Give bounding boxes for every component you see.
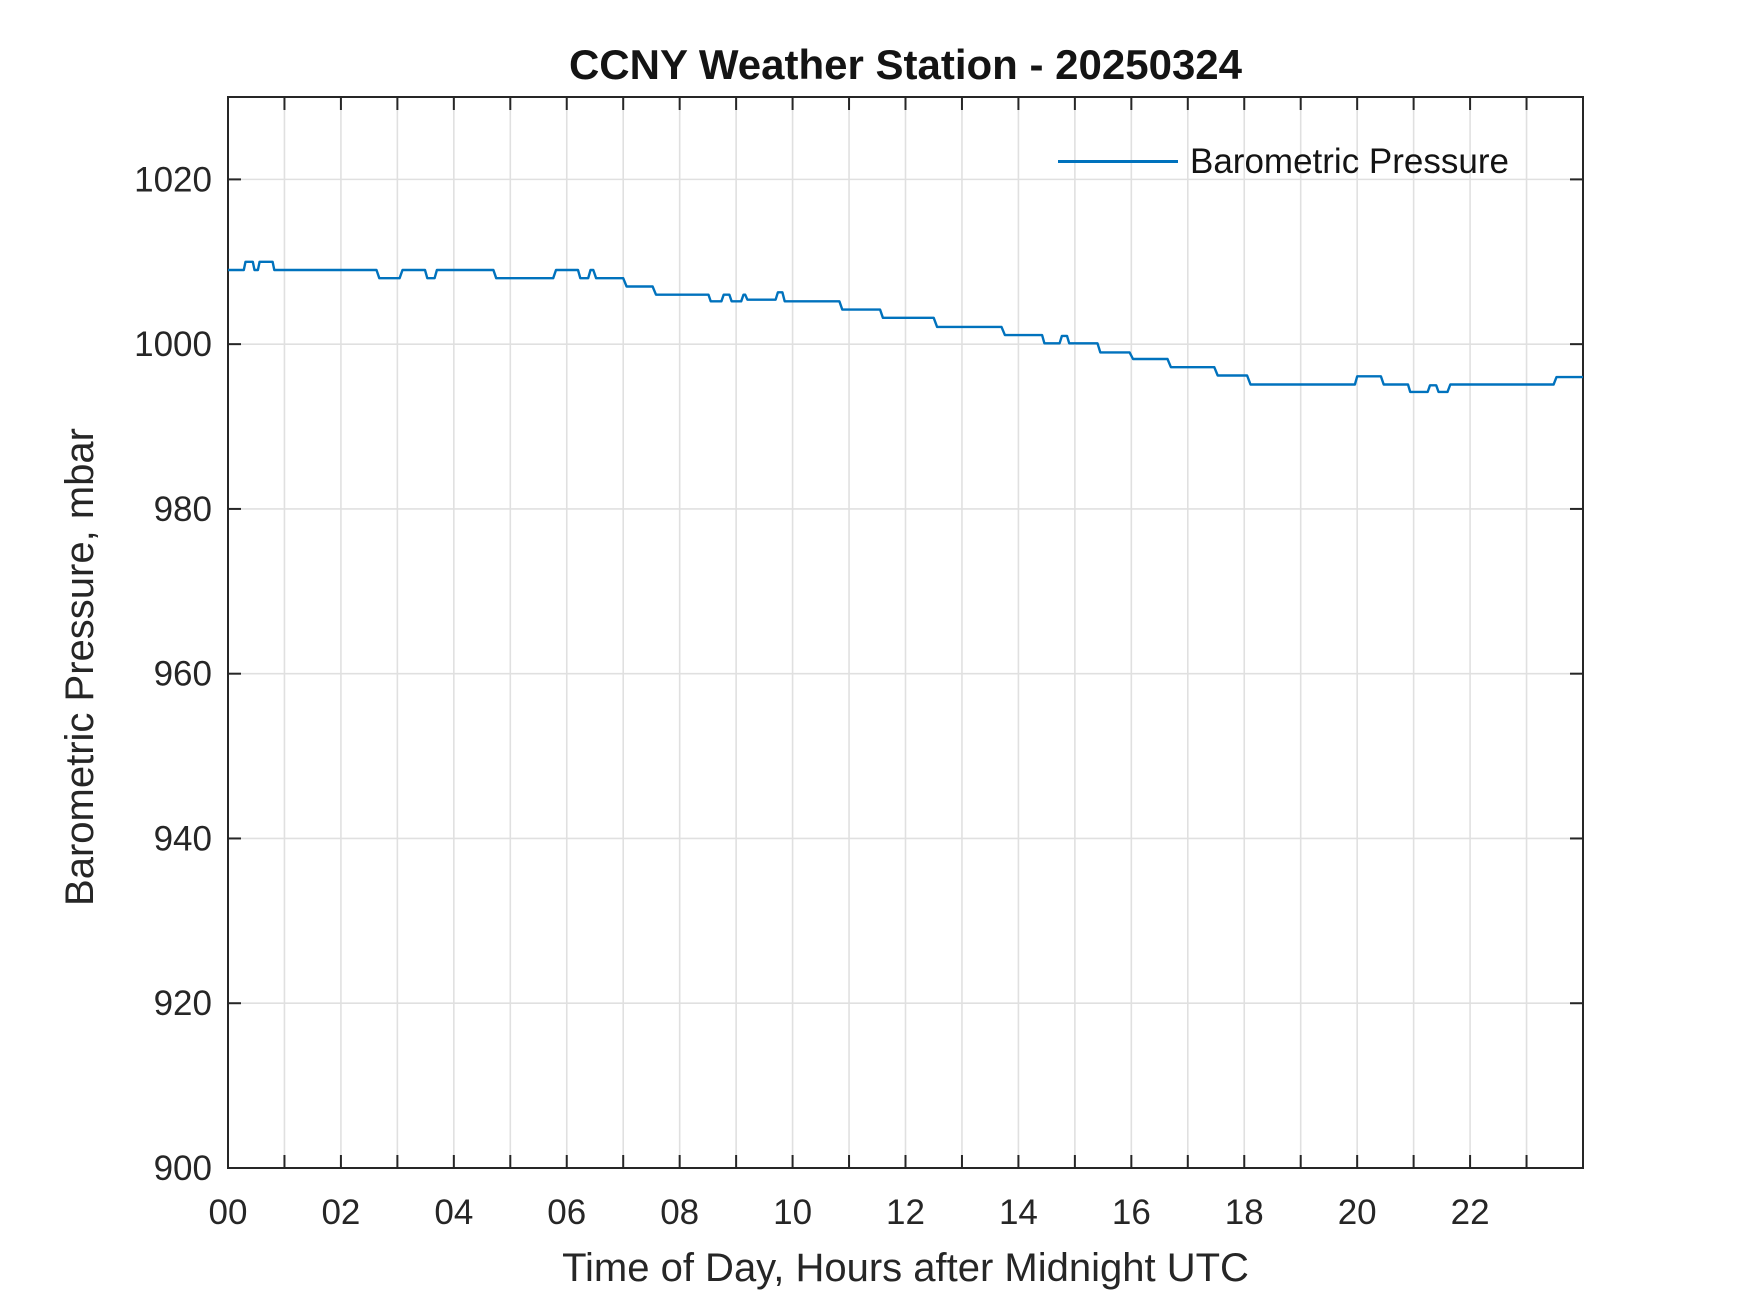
legend-label: Barometric Pressure — [1190, 141, 1509, 181]
chart-title: CCNY Weather Station - 20250324 — [568, 41, 1243, 88]
x-tick-label: 20 — [1338, 1193, 1377, 1232]
x-tick-label: 18 — [1225, 1193, 1264, 1232]
x-tick-label: 04 — [434, 1193, 473, 1232]
y-tick-label: 1020 — [134, 160, 212, 199]
y-axis-label: Barometric Pressure, mbar — [58, 428, 102, 906]
x-tick-label: 14 — [999, 1193, 1038, 1232]
x-tick-label: 12 — [886, 1193, 925, 1232]
legend: Barometric Pressure — [1058, 140, 1509, 182]
pressure-line — [228, 260, 1583, 394]
axes-box — [227, 96, 1584, 1169]
y-tick-label: 900 — [154, 1149, 212, 1188]
x-tick-label: 22 — [1451, 1193, 1490, 1232]
x-tick-label: 16 — [1112, 1193, 1151, 1232]
y-tick-label: 920 — [154, 984, 212, 1023]
y-tick-label: 980 — [154, 490, 212, 529]
y-tick-label: 960 — [154, 655, 212, 694]
x-tick-label: 02 — [321, 1193, 360, 1232]
y-tick-label: 940 — [154, 819, 212, 858]
legend-line-sample — [1058, 159, 1178, 163]
x-tick-label: 00 — [209, 1193, 248, 1232]
x-tick-label: 06 — [547, 1193, 586, 1232]
x-axis-label: Time of Day, Hours after Midnight UTC — [562, 1246, 1249, 1290]
y-tick-label: 1000 — [134, 325, 212, 364]
x-tick-label: 08 — [660, 1193, 699, 1232]
x-tick-label: 10 — [773, 1193, 812, 1232]
